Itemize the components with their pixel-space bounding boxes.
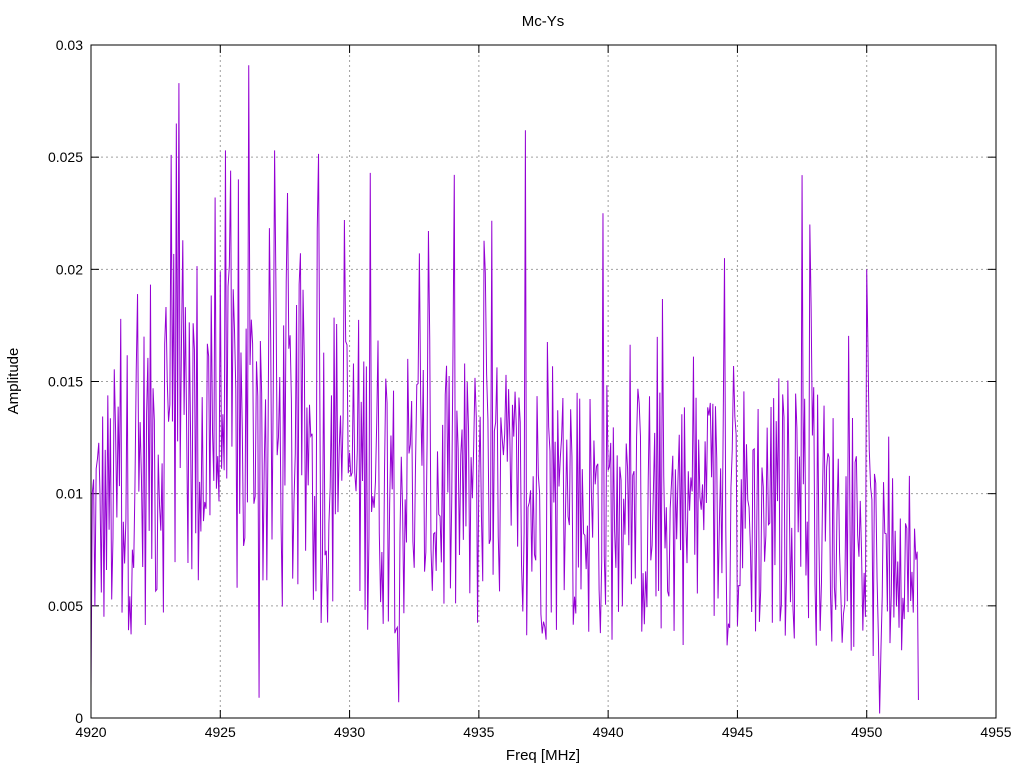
y-tick-label: 0.005 [48, 598, 83, 614]
x-tick-label: 4950 [851, 724, 882, 740]
x-tick-label: 4935 [463, 724, 494, 740]
x-tick-label: 4925 [205, 724, 236, 740]
series-line [90, 65, 919, 714]
y-tick-label: 0.03 [56, 37, 83, 53]
y-tick-label: 0.02 [56, 261, 83, 277]
x-tick-label: 4920 [75, 724, 106, 740]
x-tick-label: 4930 [334, 724, 365, 740]
y-tick-label: 0.015 [48, 374, 83, 390]
x-tick-labels: 4920 4925 4930 4935 4940 4945 4950 4955 [75, 724, 1011, 740]
y-tick-labels: 0 0.005 0.01 0.015 0.02 0.025 0.03 [48, 37, 83, 726]
y-tick-label: 0.01 [56, 486, 83, 502]
x-tick-label: 4945 [722, 724, 753, 740]
y-tick-label: 0 [75, 710, 83, 726]
x-tick-label: 4940 [593, 724, 624, 740]
x-axis-label: Freq [MHz] [506, 747, 580, 764]
y-tick-label: 0.025 [48, 149, 83, 165]
y-axis-label: Amplitude [5, 348, 22, 415]
x-tick-label: 4955 [980, 724, 1011, 740]
plot-frame [90, 44, 997, 719]
chart-title: Mc-Ys [522, 13, 565, 30]
